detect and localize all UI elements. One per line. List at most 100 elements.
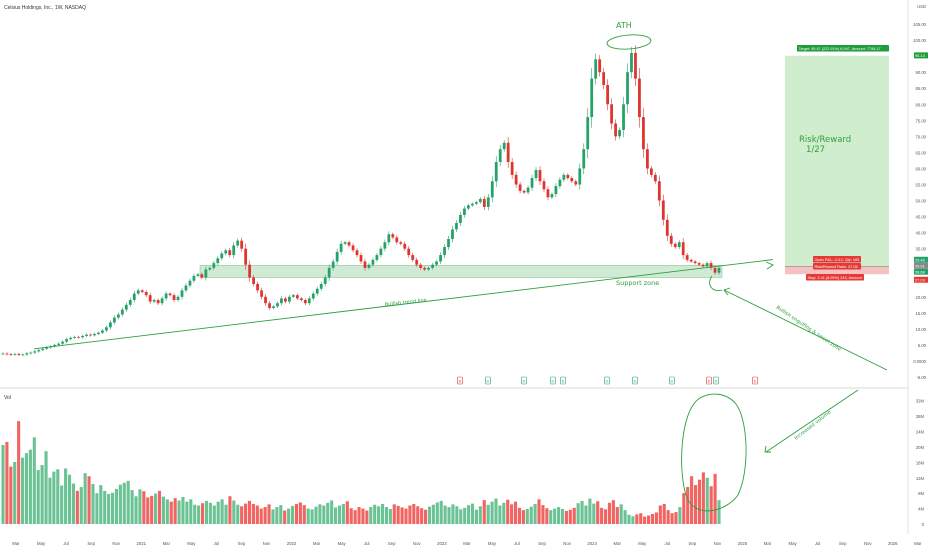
volume-bar[interactable] — [596, 501, 600, 524]
candle[interactable] — [152, 299, 156, 302]
candle[interactable] — [45, 347, 49, 349]
volume-bar[interactable] — [678, 507, 682, 524]
candle[interactable] — [455, 222, 458, 230]
candle[interactable] — [419, 264, 423, 268]
candle[interactable] — [176, 296, 180, 300]
candle[interactable] — [610, 104, 613, 124]
candle[interactable] — [311, 293, 315, 299]
volume-bar[interactable] — [474, 509, 478, 524]
candle[interactable] — [236, 240, 240, 246]
volume-bar[interactable] — [337, 505, 342, 524]
candle[interactable] — [57, 343, 61, 345]
candle[interactable] — [140, 290, 144, 292]
candle[interactable] — [73, 336, 76, 338]
candle[interactable] — [339, 243, 343, 252]
volume-bar[interactable] — [658, 505, 662, 524]
candle[interactable] — [248, 264, 252, 278]
volume-bar[interactable] — [521, 510, 525, 524]
volume-bar[interactable] — [271, 509, 275, 524]
volume-bar[interactable] — [9, 466, 13, 524]
candle[interactable] — [514, 174, 518, 185]
volume-bar[interactable] — [200, 503, 205, 524]
volume-bar[interactable] — [224, 504, 228, 524]
volume-bar[interactable] — [236, 504, 240, 524]
candle[interactable] — [244, 248, 248, 265]
candle[interactable] — [447, 239, 450, 248]
candle[interactable] — [105, 327, 108, 331]
price-pane[interactable] — [1, 45, 889, 357]
volume-bar[interactable] — [138, 489, 142, 524]
volume-bar[interactable] — [662, 503, 666, 524]
volume-bar[interactable] — [298, 502, 302, 524]
candle[interactable] — [407, 248, 411, 256]
volume-bar[interactable] — [384, 507, 388, 524]
candle[interactable] — [204, 269, 208, 278]
volume-bar[interactable] — [154, 493, 158, 524]
candle[interactable] — [673, 243, 677, 248]
volume-bar[interactable] — [17, 421, 21, 524]
candle[interactable] — [156, 299, 160, 304]
volume-bar[interactable] — [99, 485, 103, 524]
volume-bar[interactable] — [572, 507, 576, 524]
volume-bar[interactable] — [107, 493, 111, 524]
volume-bar[interactable] — [670, 513, 674, 524]
volume-bar[interactable] — [87, 476, 91, 524]
candle[interactable] — [478, 198, 482, 203]
candle[interactable] — [299, 298, 303, 300]
volume-bar[interactable] — [114, 488, 119, 524]
candle[interactable] — [61, 341, 65, 344]
candle[interactable] — [618, 129, 621, 137]
candle[interactable] — [327, 267, 331, 278]
candle[interactable] — [33, 351, 37, 353]
volume-bar[interactable] — [709, 486, 713, 524]
candle[interactable] — [240, 240, 244, 249]
volume-bar[interactable] — [478, 506, 482, 524]
volume-bar[interactable] — [118, 484, 122, 524]
candle[interactable] — [657, 181, 661, 201]
candle[interactable] — [669, 235, 673, 244]
candle[interactable] — [570, 178, 574, 182]
volume-bar[interactable] — [494, 498, 498, 524]
volume-bar[interactable] — [322, 505, 326, 524]
candle[interactable] — [363, 261, 367, 268]
candle[interactable] — [614, 123, 617, 137]
candle[interactable] — [435, 261, 438, 265]
volume-bar[interactable] — [142, 491, 146, 524]
candle[interactable] — [554, 186, 558, 195]
volume-bar[interactable] — [64, 468, 68, 524]
volume-bar[interactable] — [330, 500, 334, 524]
candle[interactable] — [558, 179, 562, 187]
volume-bar[interactable] — [529, 506, 533, 524]
candle[interactable] — [506, 142, 510, 163]
volume-bar[interactable] — [228, 496, 232, 524]
volume-bar[interactable] — [564, 510, 568, 524]
volume-bar[interactable] — [193, 504, 197, 524]
volume-bar[interactable] — [349, 508, 353, 524]
candle[interactable] — [530, 178, 534, 188]
candle[interactable] — [208, 267, 212, 270]
candle[interactable] — [375, 255, 379, 260]
volume-bar[interactable] — [20, 457, 25, 524]
volume-bar[interactable] — [420, 508, 424, 524]
candle[interactable] — [168, 293, 172, 296]
volume-bar[interactable] — [647, 515, 651, 524]
volume-bar[interactable] — [79, 487, 83, 524]
candle[interactable] — [395, 237, 399, 243]
volume-bar[interactable] — [216, 501, 220, 524]
candle[interactable] — [284, 298, 287, 302]
volume-bar[interactable] — [627, 514, 631, 524]
candle[interactable] — [379, 248, 383, 256]
volume-bar[interactable] — [408, 505, 412, 524]
volume-bar[interactable] — [56, 469, 60, 524]
volume-bar[interactable] — [361, 508, 365, 524]
volume-bar[interactable] — [255, 505, 259, 524]
candle[interactable] — [331, 261, 335, 268]
candle[interactable] — [634, 52, 637, 79]
volume-bar[interactable] — [525, 508, 529, 524]
event-marker[interactable] — [485, 376, 491, 385]
volume-bar[interactable] — [32, 437, 36, 524]
candle[interactable] — [89, 334, 92, 336]
candle[interactable] — [216, 258, 220, 264]
candle[interactable] — [646, 149, 649, 169]
volume-bar[interactable] — [603, 509, 608, 524]
